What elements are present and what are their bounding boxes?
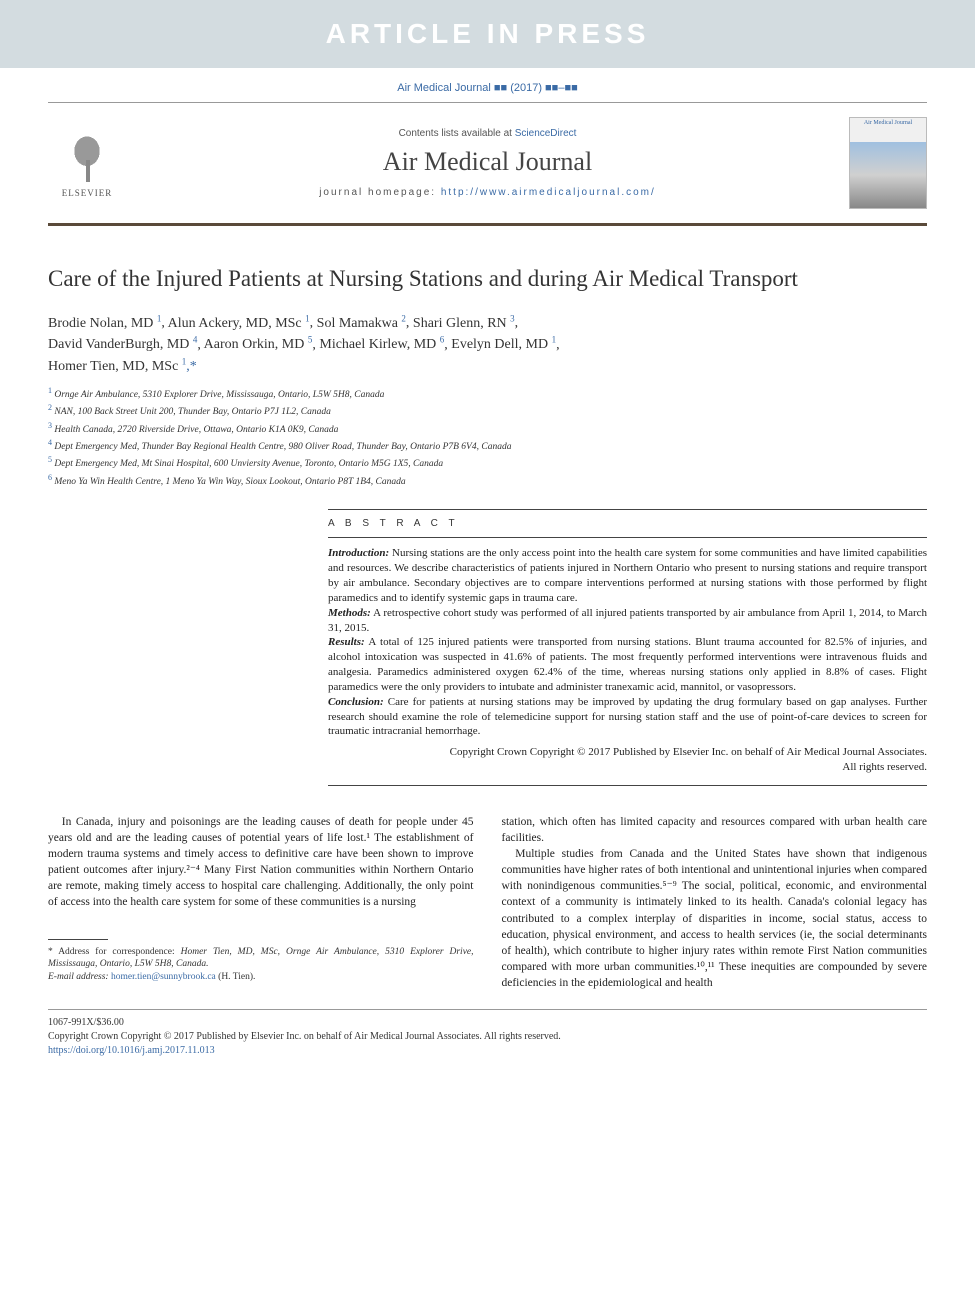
email-label: E-mail address:: [48, 972, 109, 982]
corresponding-footnote: * Address for correspondence: Homer Tien…: [48, 946, 474, 984]
article-content: Care of the Injured Patients at Nursing …: [48, 226, 927, 991]
elsevier-logo: ELSEVIER: [48, 121, 126, 206]
abstract-copyright: Copyright Crown Copyright © 2017 Publish…: [328, 745, 927, 775]
affiliation: 1 Ornge Air Ambulance, 5310 Explorer Dri…: [48, 385, 927, 402]
email-link[interactable]: homer.tien@sunnybrook.ca: [111, 972, 216, 982]
abstract-text: Introduction: Nursing stations are the o…: [328, 546, 927, 775]
body-para: Multiple studies from Canada and the Uni…: [502, 846, 928, 991]
body-para: In Canada, injury and poisonings are the…: [48, 814, 474, 911]
affiliation: 6 Meno Ya Win Health Centre, 1 Meno Ya W…: [48, 472, 927, 489]
abstract-block: A B S T R A C T Introduction: Nursing st…: [328, 509, 927, 786]
author: Homer Tien, MD, MSc 1,*: [48, 359, 197, 374]
abstract-divider: [328, 537, 927, 538]
abstract-label-results: Results:: [328, 636, 365, 648]
journal-cover-thumbnail: Air Medical Journal: [849, 117, 927, 209]
sciencedirect-link[interactable]: ScienceDirect: [515, 128, 577, 139]
page-footer: 1067-991X/$36.00 Copyright Crown Copyrig…: [48, 1009, 927, 1058]
affiliation: 2 NAN, 100 Back Street Unit 200, Thunder…: [48, 402, 927, 419]
header-center: Contents lists available at ScienceDirec…: [126, 128, 849, 198]
contents-line: Contents lists available at ScienceDirec…: [126, 128, 849, 139]
homepage-link[interactable]: http://www.airmedicaljournal.com/: [441, 187, 656, 198]
author: Brodie Nolan, MD 1: [48, 316, 161, 331]
author: Michael Kirlew, MD 6: [319, 337, 444, 352]
citation-line: Air Medical Journal ■■ (2017) ■■–■■: [0, 68, 975, 102]
author-list: Brodie Nolan, MD 1, Alun Ackery, MD, MSc…: [48, 312, 927, 377]
author: David VanderBurgh, MD 4: [48, 337, 197, 352]
homepage-line: journal homepage: http://www.airmedicalj…: [126, 187, 849, 198]
abstract-label-conclusion: Conclusion:: [328, 696, 384, 708]
corresponding-marker[interactable]: ,*: [186, 359, 197, 374]
column-left: In Canada, injury and poisonings are the…: [48, 814, 474, 991]
article-title: Care of the Injured Patients at Nursing …: [48, 264, 927, 294]
author: Sol Mamakwa 2: [317, 316, 406, 331]
author: Evelyn Dell, MD 1: [451, 337, 556, 352]
abstract-label-methods: Methods:: [328, 607, 371, 619]
contents-prefix: Contents lists available at: [399, 128, 515, 139]
cover-image: [850, 142, 926, 208]
article-in-press-banner: ARTICLE IN PRESS: [0, 0, 975, 68]
footnote-separator: [48, 939, 108, 940]
doi-link[interactable]: https://doi.org/10.1016/j.amj.2017.11.01…: [48, 1045, 215, 1056]
banner-text: ARTICLE IN PRESS: [326, 18, 650, 49]
author: Alun Ackery, MD, MSc 1: [168, 316, 310, 331]
page: ARTICLE IN PRESS Air Medical Journal ■■ …: [0, 0, 975, 1058]
affiliation: 5 Dept Emergency Med, Mt Sinai Hospital,…: [48, 454, 927, 471]
homepage-prefix: journal homepage:: [319, 187, 441, 198]
body-columns: In Canada, injury and poisonings are the…: [48, 814, 927, 991]
affiliation: 4 Dept Emergency Med, Thunder Bay Region…: [48, 437, 927, 454]
footer-copyright: Copyright Crown Copyright © 2017 Publish…: [48, 1030, 927, 1044]
journal-name: Air Medical Journal: [126, 147, 849, 177]
elsevier-tree-icon: [57, 128, 117, 186]
body-para: station, which often has limited capacit…: [502, 814, 928, 846]
issn-line: 1067-991X/$36.00: [48, 1016, 927, 1030]
abstract-heading: A B S T R A C T: [328, 518, 927, 529]
journal-header: ELSEVIER Contents lists available at Sci…: [48, 102, 927, 226]
affiliations: 1 Ornge Air Ambulance, 5310 Explorer Dri…: [48, 385, 927, 489]
author: Aaron Orkin, MD 5: [204, 337, 313, 352]
corr-label: * Address for correspondence:: [48, 947, 175, 957]
elsevier-label: ELSEVIER: [62, 188, 113, 198]
cover-title: Air Medical Journal: [850, 118, 926, 142]
abstract-label-intro: Introduction:: [328, 547, 389, 559]
affiliation: 3 Health Canada, 2720 Riverside Drive, O…: [48, 420, 927, 437]
column-right: station, which often has limited capacit…: [502, 814, 928, 991]
author: Shari Glenn, RN 3: [413, 316, 515, 331]
email-suffix: (H. Tien).: [218, 972, 255, 982]
